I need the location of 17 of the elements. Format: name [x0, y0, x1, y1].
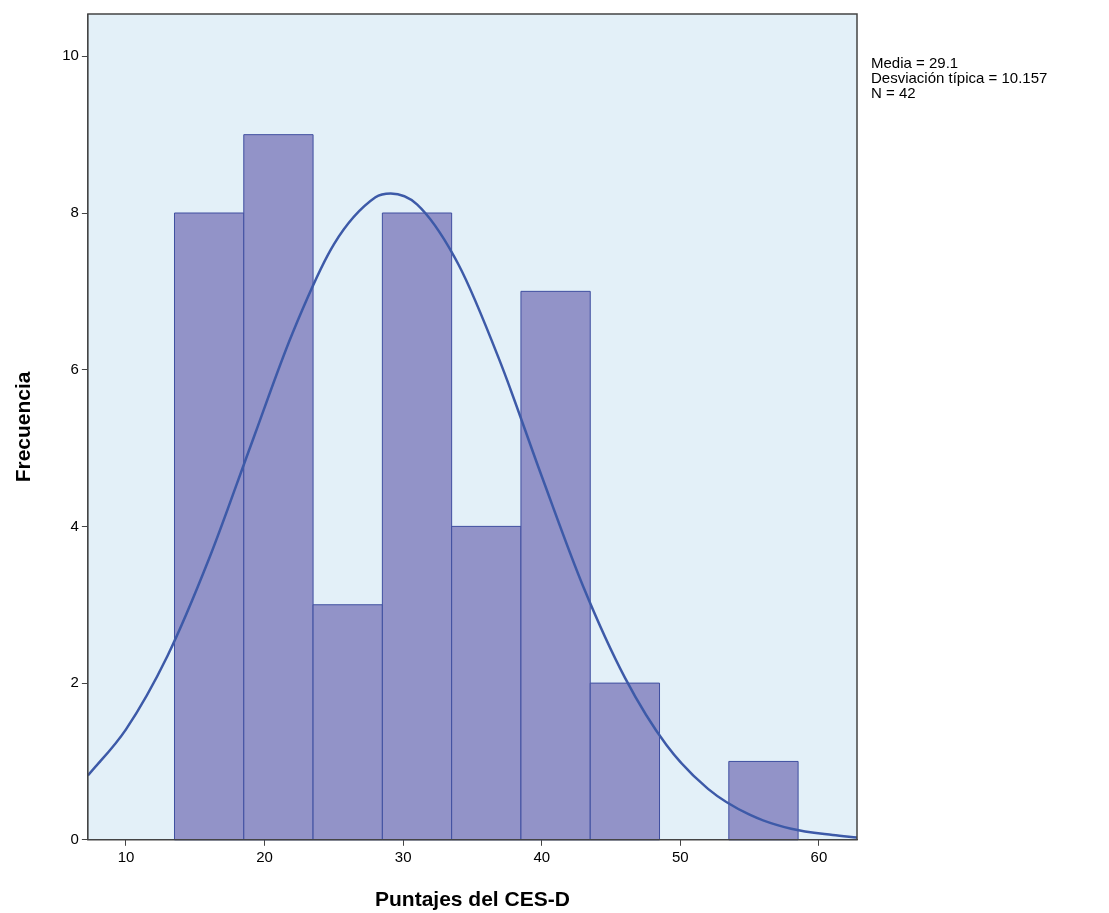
text: Desviación típica = 10.157 [871, 68, 1048, 86]
y-tick-label: 8 [70, 203, 79, 221]
x-tick-label: 40 [533, 847, 551, 865]
text: N = 42 [871, 83, 916, 101]
x-tick-label: 10 [117, 847, 135, 865]
x-tick-label: 60 [810, 847, 828, 865]
y-tick-label: 10 [62, 46, 79, 64]
y-tick-label: 2 [70, 673, 79, 691]
text: Media = 29.1 [871, 53, 959, 71]
y-axis-title: Frecuencia [11, 371, 35, 483]
x-axis-title: Puntajes del CES-D [375, 887, 570, 911]
x-tick-label: 20 [256, 847, 273, 865]
x-tick-label: 30 [394, 847, 412, 865]
x-tick-label: 50 [671, 847, 689, 865]
y-tick-label: 6 [70, 359, 79, 377]
y-tick-label: 4 [70, 516, 79, 534]
y-tick-label: 0 [70, 829, 79, 847]
